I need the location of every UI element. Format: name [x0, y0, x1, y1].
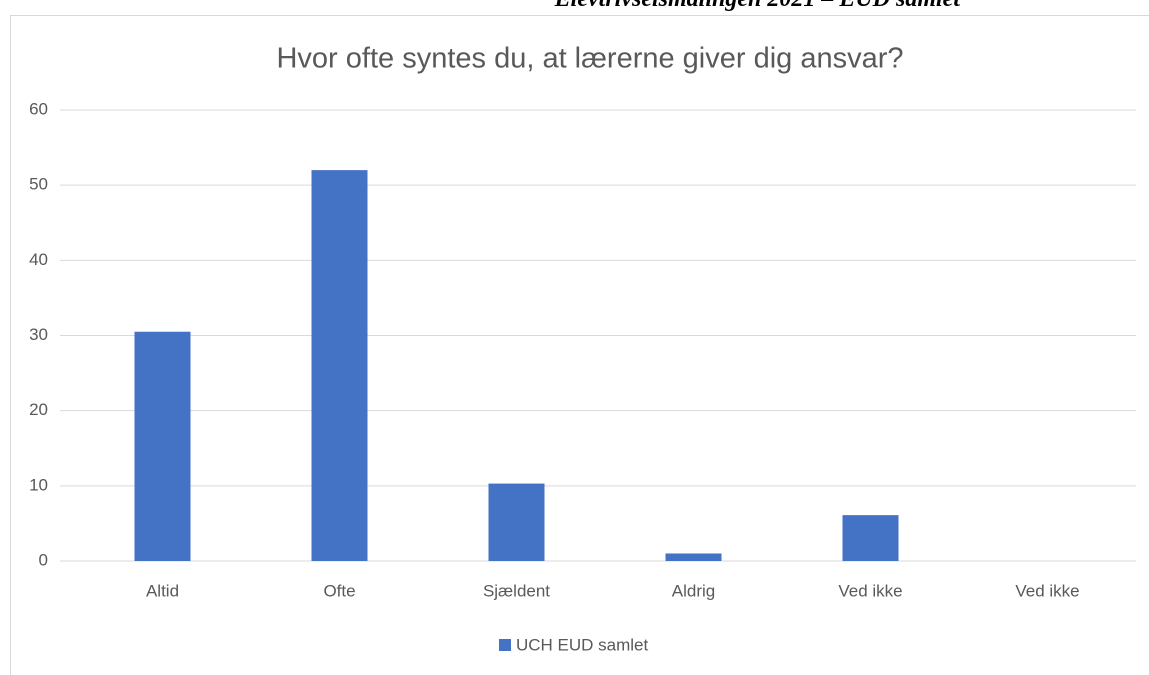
y-tick-label: 60	[29, 99, 48, 118]
bar	[488, 483, 545, 561]
y-tick-label: 10	[29, 475, 48, 494]
chart-title: Hvor ofte syntes du, at lærerne giver di…	[276, 43, 903, 75]
y-tick-label: 40	[29, 250, 48, 269]
x-tick-label: Ved ikke	[838, 581, 902, 600]
bar	[311, 170, 368, 561]
x-tick-label: Altid	[146, 581, 179, 600]
y-tick-label: 30	[29, 325, 48, 344]
x-tick-label: Ved ikke	[1015, 581, 1079, 600]
bar	[665, 553, 722, 561]
x-tick-label: Ofte	[323, 581, 355, 600]
y-tick-label: 20	[29, 400, 48, 419]
x-tick-label: Aldrig	[672, 581, 715, 600]
y-tick-label: 0	[39, 550, 48, 569]
x-tick-label: Sjældent	[483, 581, 550, 600]
bar	[134, 331, 191, 561]
legend-swatch	[499, 639, 511, 651]
y-tick-label: 50	[29, 175, 48, 194]
legend-label: UCH EUD samlet	[516, 635, 649, 654]
chart-frame	[10, 15, 1149, 675]
bar	[842, 515, 899, 561]
page-header: Elevtrivselsmålingen 2021 – EUD samlet	[554, 0, 962, 12]
